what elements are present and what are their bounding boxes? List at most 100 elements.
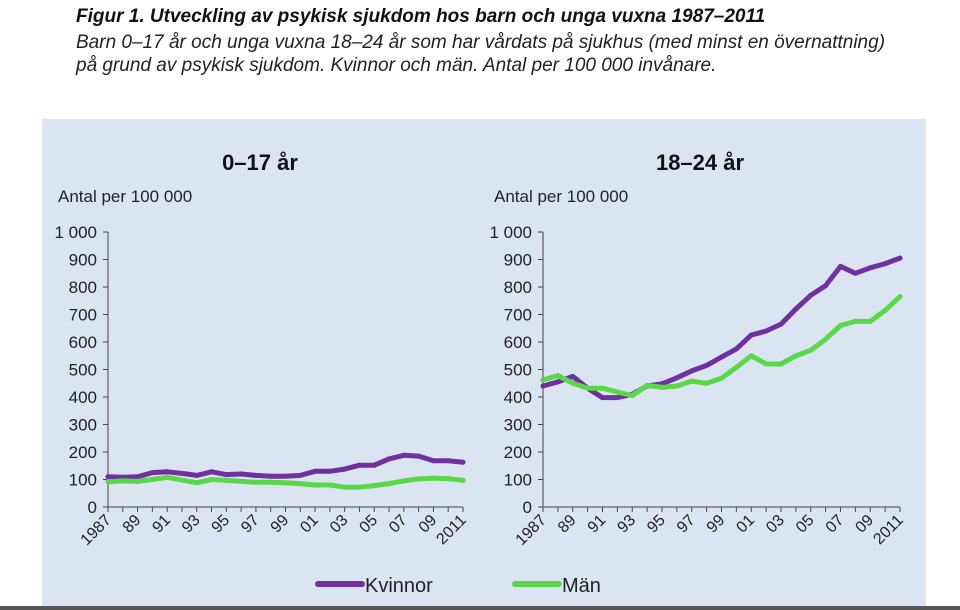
x-tick-label: 2011 [433,512,469,548]
data-point-m-n [719,375,724,381]
y-tick-label: 1 000 [54,223,97,242]
y-tick-label: 600 [504,333,532,352]
y-tick-label: 900 [504,251,532,270]
x-tick-label: 91 [585,512,610,537]
data-point-kvinnor [763,328,769,334]
y-axis-label: Antal per 100 000 [58,187,192,206]
data-point-m-n [897,294,903,300]
y-tick-label: 900 [69,251,97,270]
data-point-m-n [614,389,620,395]
data-point-m-n [600,385,605,391]
data-point-m-n [297,481,303,487]
legend-label-kvinnor: Kvinnor [365,575,433,597]
data-point-m-n [149,477,155,482]
x-tick-label: 07 [386,512,411,537]
x-tick-label: 99 [704,512,729,537]
x-tick-label: 1987 [513,512,550,549]
data-point-kvinnor [778,321,784,327]
data-point-kvinnor [852,270,858,276]
data-point-kvinnor [223,472,229,478]
y-tick-label: 200 [69,443,97,462]
data-point-kvinnor [297,472,303,478]
data-point-kvinnor [356,462,362,468]
data-point-m-n [704,380,710,386]
chart-1: 0–17 år Antal per 100 000 0 100 200 300 400 500… [54,150,469,549]
x-tick-label: 93 [179,512,204,537]
data-point-m-n [120,478,126,484]
data-point-kvinnor [808,292,814,298]
data-point-kvinnor [733,346,739,352]
data-point-kvinnor [540,383,546,389]
x-tick-label: 2011 [870,512,906,548]
figure-subtitle: Barn 0–17 år och unga vuxna 18–24 år som… [76,32,886,76]
data-point-kvinnor [135,474,141,480]
data-point-m-n [430,475,436,481]
x-tick-label: 89 [555,512,580,537]
data-point-kvinnor [342,466,348,472]
data-point-kvinnor [600,395,605,401]
data-point-m-n [209,477,215,482]
data-point-kvinnor [416,453,422,459]
y-tick-label: 600 [69,333,97,352]
y-tick-label: 100 [69,471,97,490]
data-point-kvinnor [238,471,244,477]
x-tick-label: 89 [120,512,145,537]
data-point-m-n [629,393,635,399]
data-point-m-n [342,484,348,490]
data-point-kvinnor [371,462,377,468]
data-point-kvinnor [748,332,754,338]
data-point-m-n [238,478,244,484]
data-point-m-n [585,385,591,391]
data-point-m-n [644,382,650,388]
data-point-m-n [253,479,259,485]
data-point-m-n [763,361,769,367]
data-point-kvinnor [283,473,288,479]
y-tick-label: 0 [88,498,97,517]
data-point-kvinnor [430,458,436,464]
chart-2: 18–24 år Antal per 100 000 0 100 200 300 400 50… [489,150,906,549]
data-point-kvinnor [897,255,903,261]
data-point-kvinnor [555,379,561,385]
y-tick-label: 300 [504,416,532,435]
data-point-m-n [793,353,799,359]
legend: Kvinnor Män [315,575,601,597]
data-point-m-n [882,307,888,313]
data-point-m-n [312,482,318,488]
data-point-m-n [867,318,873,324]
data-point-m-n [416,476,422,482]
data-point-kvinnor [401,452,407,458]
data-point-kvinnor [882,261,888,267]
y-tick-label: 400 [504,388,532,407]
x-tick-label: 03 [327,512,352,537]
data-point-m-n [460,477,466,483]
legend-label-m-n: Män [562,575,601,597]
data-point-m-n [179,477,185,483]
chart-title: 18–24 år [656,150,745,175]
data-point-kvinnor [209,469,215,475]
y-tick-label: 200 [504,443,532,462]
data-point-kvinnor [268,473,274,479]
data-point-m-n [823,336,829,342]
y-tick-label: 300 [69,416,97,435]
data-point-m-n [689,378,695,384]
data-point-kvinnor [614,395,620,401]
y-tick-label: 700 [69,306,97,325]
data-point-m-n [445,476,451,482]
data-point-m-n [808,347,814,353]
x-tick-label: 05 [356,512,381,537]
y-tick-label: 400 [69,388,97,407]
x-tick-label: 91 [149,512,174,537]
x-tick-label: 07 [823,512,848,537]
data-point-m-n [223,477,229,483]
data-point-m-n [570,380,576,386]
y-tick-label: 700 [504,306,532,325]
data-point-m-n [659,384,665,390]
x-tick-label: 93 [614,512,639,537]
data-point-kvinnor [793,306,799,312]
data-point-kvinnor [164,469,170,475]
data-point-m-n [386,481,392,487]
data-point-m-n [283,480,288,486]
data-point-kvinnor [194,472,200,478]
data-point-kvinnor [312,468,318,474]
